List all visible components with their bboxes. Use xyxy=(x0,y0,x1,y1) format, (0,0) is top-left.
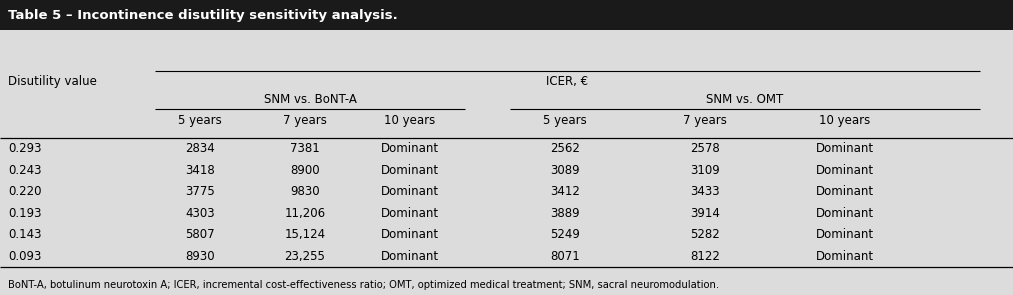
Text: 15,124: 15,124 xyxy=(285,228,325,241)
Text: 10 years: 10 years xyxy=(384,114,436,127)
Text: Disutility value: Disutility value xyxy=(8,75,97,88)
Text: 2578: 2578 xyxy=(690,142,720,155)
Text: 0.293: 0.293 xyxy=(8,142,42,155)
Text: 0.143: 0.143 xyxy=(8,228,42,241)
Text: Dominant: Dominant xyxy=(381,207,439,220)
Text: 3433: 3433 xyxy=(690,185,720,198)
Text: 8122: 8122 xyxy=(690,250,720,263)
Text: 11,206: 11,206 xyxy=(285,207,325,220)
Text: 3412: 3412 xyxy=(550,185,579,198)
Text: 5249: 5249 xyxy=(550,228,579,241)
Text: 10 years: 10 years xyxy=(820,114,870,127)
Text: Dominant: Dominant xyxy=(381,250,439,263)
Text: Dominant: Dominant xyxy=(815,250,874,263)
Text: 23,255: 23,255 xyxy=(285,250,325,263)
Text: BoNT-A, botulinum neurotoxin A; ICER, incremental cost-effectiveness ratio; OMT,: BoNT-A, botulinum neurotoxin A; ICER, in… xyxy=(8,280,719,290)
Text: 0.193: 0.193 xyxy=(8,207,42,220)
Text: 3109: 3109 xyxy=(690,164,720,177)
Text: 5 years: 5 years xyxy=(543,114,587,127)
Text: 8071: 8071 xyxy=(550,250,579,263)
Text: 5807: 5807 xyxy=(185,228,215,241)
Text: 0.220: 0.220 xyxy=(8,185,42,198)
Text: 7 years: 7 years xyxy=(683,114,727,127)
Text: 9830: 9830 xyxy=(290,185,320,198)
Text: Dominant: Dominant xyxy=(815,164,874,177)
Text: 5282: 5282 xyxy=(690,228,720,241)
Bar xyxy=(0,0,1013,30)
Text: Dominant: Dominant xyxy=(815,185,874,198)
Text: Dominant: Dominant xyxy=(815,207,874,220)
Text: 3089: 3089 xyxy=(550,164,579,177)
Text: 5 years: 5 years xyxy=(178,114,222,127)
Text: 0.093: 0.093 xyxy=(8,250,42,263)
Text: ICER, €: ICER, € xyxy=(546,75,589,88)
Text: Dominant: Dominant xyxy=(815,142,874,155)
Text: Dominant: Dominant xyxy=(381,142,439,155)
Text: 4303: 4303 xyxy=(185,207,215,220)
Text: 8930: 8930 xyxy=(185,250,215,263)
Text: 3889: 3889 xyxy=(550,207,579,220)
Text: 7381: 7381 xyxy=(290,142,320,155)
Text: 3914: 3914 xyxy=(690,207,720,220)
Text: SNM vs. OMT: SNM vs. OMT xyxy=(706,93,784,106)
Text: 0.243: 0.243 xyxy=(8,164,42,177)
Text: Dominant: Dominant xyxy=(815,228,874,241)
Text: 3418: 3418 xyxy=(185,164,215,177)
Text: Dominant: Dominant xyxy=(381,228,439,241)
Text: Dominant: Dominant xyxy=(381,185,439,198)
Text: 8900: 8900 xyxy=(290,164,320,177)
Text: Dominant: Dominant xyxy=(381,164,439,177)
Text: 3775: 3775 xyxy=(185,185,215,198)
Text: 7 years: 7 years xyxy=(283,114,327,127)
Text: SNM vs. BoNT-A: SNM vs. BoNT-A xyxy=(263,93,357,106)
Text: Table 5 – Incontinence disutility sensitivity analysis.: Table 5 – Incontinence disutility sensit… xyxy=(8,9,398,22)
Text: 2834: 2834 xyxy=(185,142,215,155)
Text: 2562: 2562 xyxy=(550,142,579,155)
